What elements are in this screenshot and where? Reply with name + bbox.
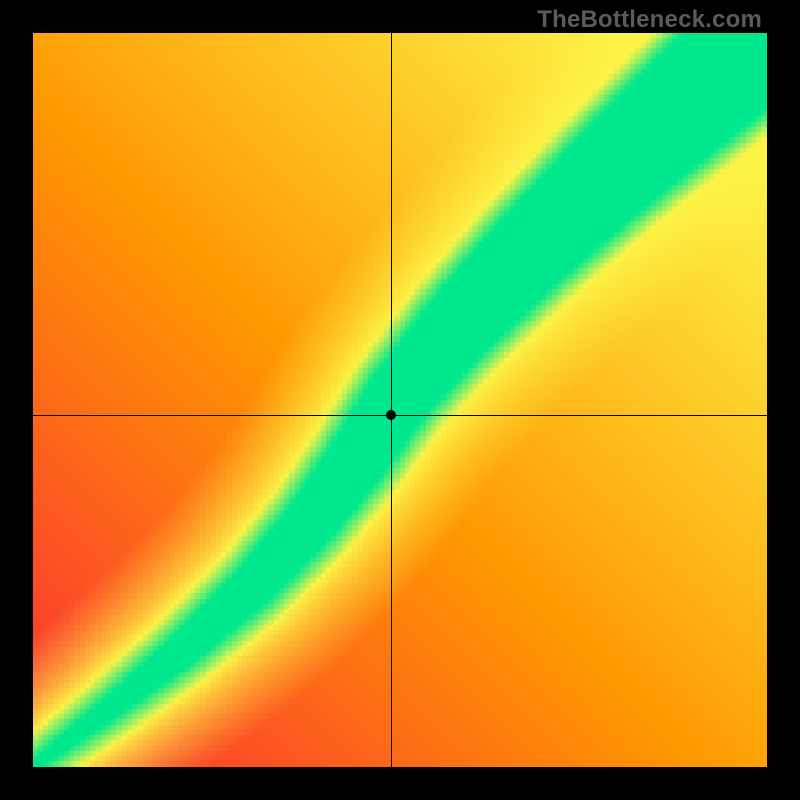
bottleneck-heatmap: [33, 33, 767, 767]
crosshair-vertical: [391, 33, 392, 767]
plot-border-left: [0, 0, 33, 800]
crosshair-horizontal: [33, 415, 767, 416]
plot-border-right: [767, 0, 800, 800]
plot-border-bottom: [0, 767, 800, 800]
watermark-text: TheBottleneck.com: [537, 6, 762, 34]
crosshair-marker-dot: [386, 410, 396, 420]
